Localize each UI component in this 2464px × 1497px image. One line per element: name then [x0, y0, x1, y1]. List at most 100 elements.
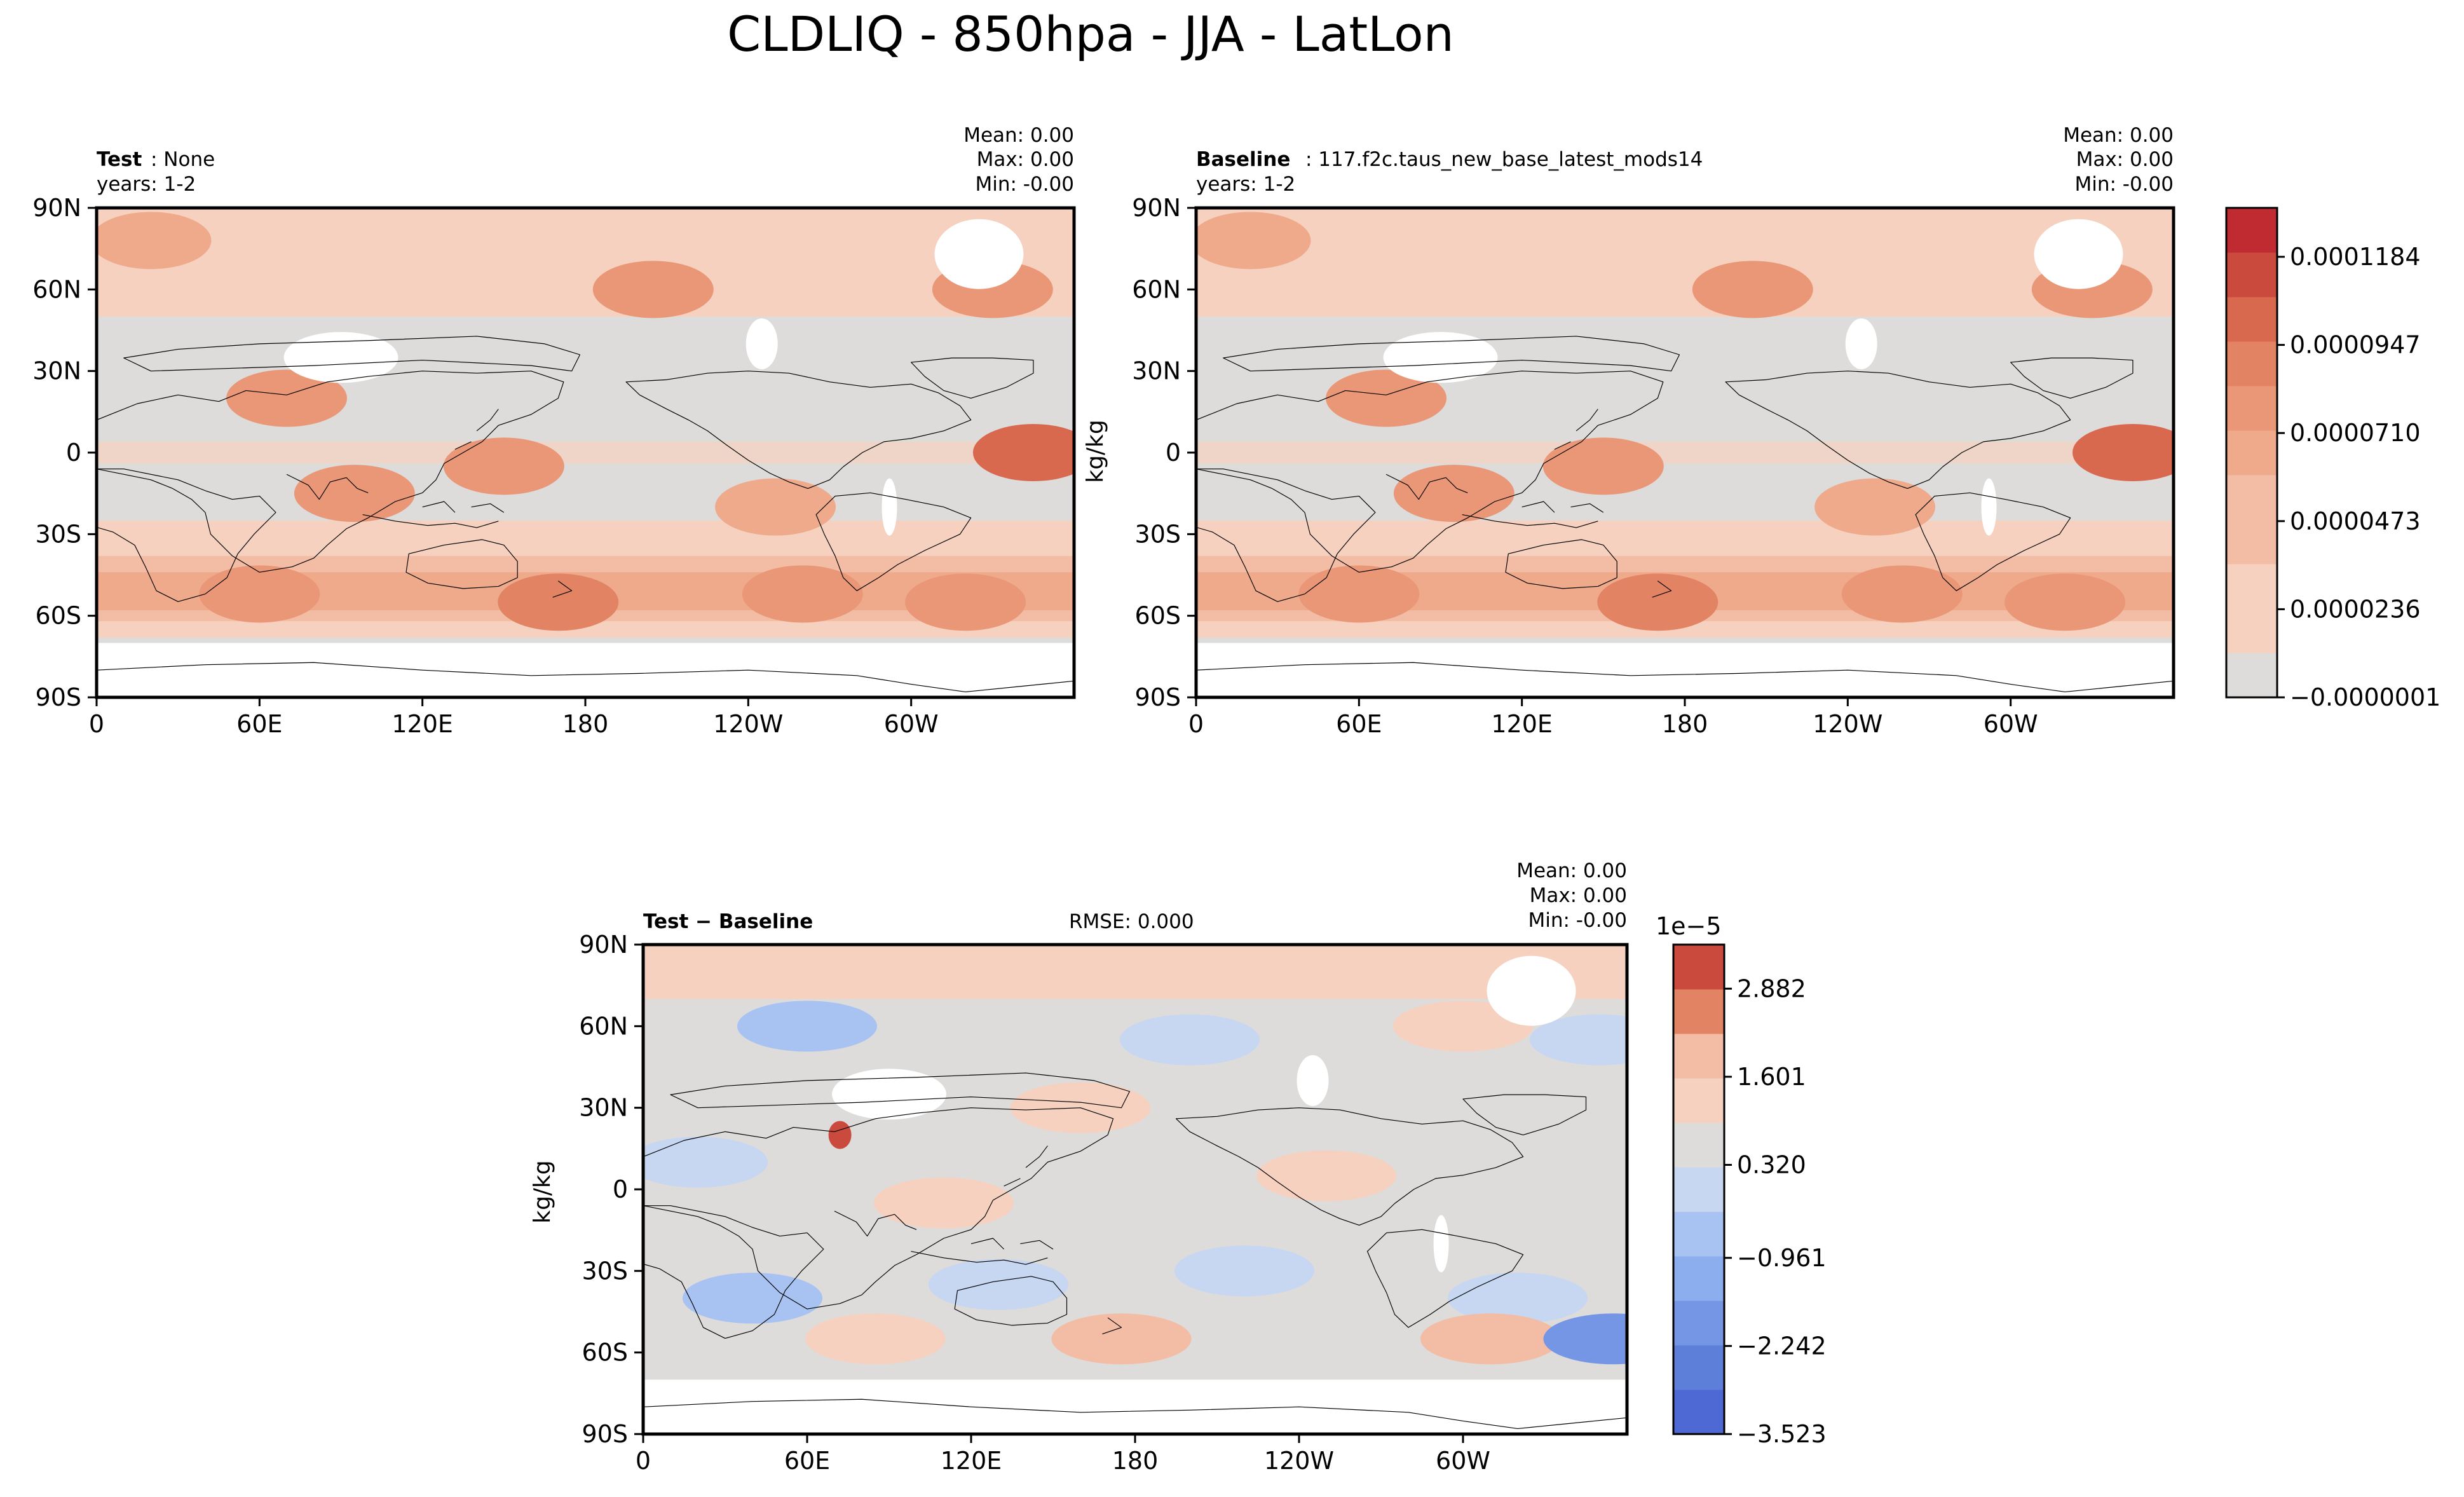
coastline	[406, 540, 517, 589]
field-blob	[1543, 1313, 1627, 1365]
x-tick-label: 180	[1112, 1447, 1159, 1475]
field-blob	[1597, 573, 1719, 631]
baseline-colorbar-swatch	[2226, 430, 2277, 475]
field-blob	[1530, 1014, 1627, 1065]
baseline-colorbar-tick-label: 0.0000236	[2290, 595, 2421, 623]
x-tick-label: 60E	[784, 1447, 830, 1475]
field-blob	[1326, 369, 1447, 427]
field-blob	[1448, 1273, 1588, 1324]
coastline	[1004, 1146, 1048, 1186]
field-blob	[1393, 465, 1514, 523]
test-map-area: 0 60E 120E 180 120W 60W 90N 60N 30N 0 30S 60S 90S	[32, 194, 1076, 738]
baseline-colorbar-tick-label: 0.0000473	[2290, 507, 2421, 535]
coastline	[602, 1206, 824, 1339]
difference-colorbar-swatch	[1673, 1078, 1724, 1123]
field-blob	[199, 565, 320, 623]
field-blob	[1841, 565, 1963, 623]
field-blob	[805, 1313, 946, 1365]
coastline	[1652, 581, 1671, 598]
field-blob	[1196, 212, 1311, 270]
difference-colorbar-swatch	[1673, 1256, 1724, 1301]
baseline-mean: Mean: 0.00	[2063, 124, 2174, 147]
difference-ylabel: kg/kg	[529, 1160, 555, 1224]
difference-panel: 0 60E 120E 180 120W 60W 90N 60N 30N 0 30S 60S 90S Te…	[529, 859, 1827, 1475]
field-blob	[97, 212, 212, 270]
difference-colorbar-swatch	[1673, 945, 1724, 990]
y-tick-label: 60S	[1135, 602, 1181, 630]
coastline	[626, 371, 971, 489]
y-tick-label: 0	[66, 439, 81, 467]
coastline	[816, 493, 971, 591]
coastline	[1462, 502, 1603, 528]
coastline	[955, 1276, 1066, 1325]
field-blob	[1298, 565, 1420, 623]
difference-colorbar-swatch	[1673, 1123, 1724, 1168]
baseline-min: Min: -0.00	[2074, 173, 2174, 196]
coastline	[643, 1399, 1627, 1428]
field-blob	[443, 437, 564, 495]
x-tick-label: 60E	[236, 710, 282, 738]
field-blob	[1420, 1313, 1560, 1365]
coastlines	[602, 1073, 1628, 1429]
baseline-years: years: 1-2	[1196, 173, 1295, 196]
field-blob	[742, 565, 863, 623]
baseline-colorbar-swatch	[2226, 475, 2277, 520]
baseline-colorbar-swatch	[2226, 653, 2277, 698]
x-tick-label: 0	[636, 1447, 651, 1475]
antarctica-mask	[643, 1379, 1627, 1434]
x-tick-label: 120W	[713, 710, 783, 738]
field-blob	[1814, 478, 1936, 536]
field-blob	[1542, 437, 1664, 495]
coastline	[834, 1211, 916, 1236]
x-tick-label: 120W	[1264, 1447, 1334, 1475]
baseline-colorbar-tick-label: −0.0000001	[2290, 683, 2440, 711]
x-tick-label: 120E	[391, 710, 453, 738]
y-tick-label: 90S	[1135, 683, 1181, 711]
arctic-band	[97, 208, 1074, 317]
coastline	[1368, 1229, 1523, 1327]
topography-mask	[832, 1069, 946, 1120]
antarctica-mask	[1196, 643, 2174, 697]
difference-colorbar-tick-label: 2.882	[1737, 974, 1806, 1002]
map-field	[602, 945, 1628, 1434]
y-tick-label: 30N	[579, 1094, 628, 1122]
difference-colorbar-tick-label: 1.601	[1737, 1063, 1806, 1091]
y-tick-label: 60N	[579, 1012, 628, 1040]
baseline-colorbar-swatch	[2226, 208, 2277, 253]
coastline	[1916, 493, 2071, 591]
topography-mask	[2034, 219, 2123, 289]
baseline-colorbar: 0.0001184 0.0000947 0.0000710 0.0000473 0.00…	[2225, 207, 2440, 711]
difference-colorbar-swatch	[1673, 1167, 1724, 1212]
field-blob	[226, 369, 348, 427]
coastline	[1463, 1095, 1586, 1135]
coastline	[1386, 474, 1467, 499]
field-blob	[592, 261, 714, 318]
baseline-colorbar-tick-label: 0.0000947	[2290, 331, 2421, 359]
x-tick-label: 60W	[1984, 710, 2038, 738]
y-tick-label: 30S	[582, 1257, 628, 1285]
coastline	[1102, 1318, 1121, 1334]
y-tick-label: 90N	[1132, 194, 1181, 222]
map-field	[1155, 208, 2174, 697]
coastline	[124, 336, 580, 371]
coastline	[1196, 371, 1663, 573]
difference-colorbar-swatch	[1673, 1301, 1724, 1346]
coastline	[911, 358, 1033, 398]
baseline-label-bold: Baseline	[1196, 148, 1290, 171]
y-tick-label: 30N	[1132, 357, 1181, 385]
topography-mask	[934, 219, 1024, 289]
field-blob	[972, 424, 1074, 481]
coastline	[553, 581, 572, 598]
figure-title: CLDLIQ - 850hpa - JJA - LatLon	[727, 6, 1454, 62]
difference-colorbar-swatch	[1673, 1345, 1724, 1390]
test-min: Min: -0.00	[975, 173, 1074, 196]
difference-colorbar-swatch	[1673, 1212, 1724, 1257]
test-panel: 0 60E 120E 180 120W 60W 90N 60N 30N 0 30S 60S 90S Te…	[32, 124, 1076, 738]
topography-mask	[1981, 478, 1997, 536]
baseline-ylabel: kg/kg	[1082, 420, 1108, 483]
difference-max: Max: 0.00	[1530, 884, 1627, 907]
coastline	[1155, 469, 1375, 602]
y-tick-label: 0	[1166, 439, 1181, 467]
y-tick-label: 60S	[582, 1339, 628, 1367]
y-tick-label: 60N	[32, 275, 81, 303]
